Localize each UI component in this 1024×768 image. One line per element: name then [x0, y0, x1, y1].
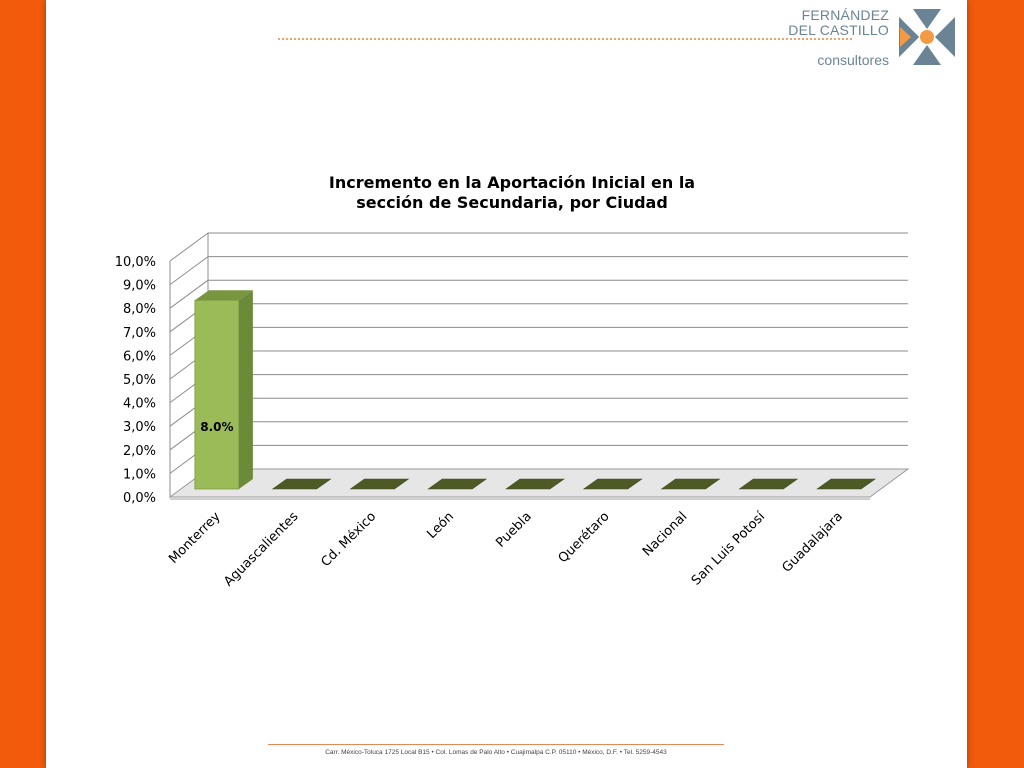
x-tick-label: Aguascalientes: [221, 509, 301, 589]
logo-line-3: consultores: [817, 52, 889, 68]
chart-title-line-1: Incremento en la Aportación Inicial en l…: [329, 173, 695, 192]
bar-empty: [271, 478, 332, 490]
bar-side: [238, 290, 253, 489]
y-tick-label: 5,0%: [123, 373, 156, 388]
x-tick-label: Monterrey: [166, 509, 224, 567]
bar-empty: [660, 478, 721, 490]
x-tick-label: Cd. México: [318, 509, 379, 570]
bars: 8.0%: [194, 290, 877, 490]
y-tick-label: 9,0%: [123, 279, 156, 294]
gridline-side: [169, 232, 209, 262]
bar-empty: [738, 478, 799, 490]
y-tick-label: 4,0%: [123, 397, 156, 412]
y-tick-label: 0,0%: [123, 491, 156, 506]
x-tick-label: Puebla: [493, 509, 534, 550]
y-tick-label: 8,0%: [123, 302, 156, 317]
bar-front: [194, 299, 240, 490]
chart-floor-edge: [170, 497, 870, 500]
bar-empty: [349, 478, 410, 490]
bar-top: [194, 290, 253, 301]
footer-address: Carr. México-Toluca 1725 Local B15 • Col…: [325, 749, 667, 756]
y-tick-label: 6,0%: [123, 349, 156, 364]
x-tick-label: Guadalajara: [779, 509, 845, 575]
bar-empty: [582, 478, 643, 490]
logo-x-icon: [899, 9, 955, 65]
logo-text: FERNÁNDEZ DEL CASTILLO: [788, 8, 889, 38]
y-tick-label: 3,0%: [123, 420, 156, 435]
x-tick-label: Nacional: [640, 509, 690, 559]
chart-grid: [168, 232, 910, 500]
x-tick-label: Querétaro: [556, 509, 613, 566]
y-tick-label: 2,0%: [123, 444, 156, 459]
footer-line: [268, 744, 724, 745]
y-axis-ticks: 0,0% 1,0% 2,0% 3,0% 4,0% 5,0% 6,0% 7,0% 8,0% 9,0%…: [115, 255, 156, 506]
gridline-side: [169, 256, 209, 286]
chart-title-line-2: sección de Secundaria, por Ciudad: [356, 193, 668, 212]
logo-line-2: DEL CASTILLO: [788, 22, 889, 38]
header-dotted-line: [278, 38, 852, 40]
y-tick-label: 1,0%: [123, 467, 156, 482]
bar-empty: [427, 478, 488, 490]
logo-line-1: FERNÁNDEZ: [801, 7, 889, 23]
data-label: 8.0%: [200, 420, 233, 434]
y-tick-label: 7,0%: [123, 326, 156, 341]
bar-empty: [816, 478, 877, 490]
x-tick-label: San Luis Potosí: [689, 509, 769, 589]
x-tick-label: León: [424, 509, 457, 542]
bar-empty: [505, 478, 565, 490]
y-tick-label: 10,0%: [115, 255, 156, 270]
gridline-side: [169, 279, 209, 309]
